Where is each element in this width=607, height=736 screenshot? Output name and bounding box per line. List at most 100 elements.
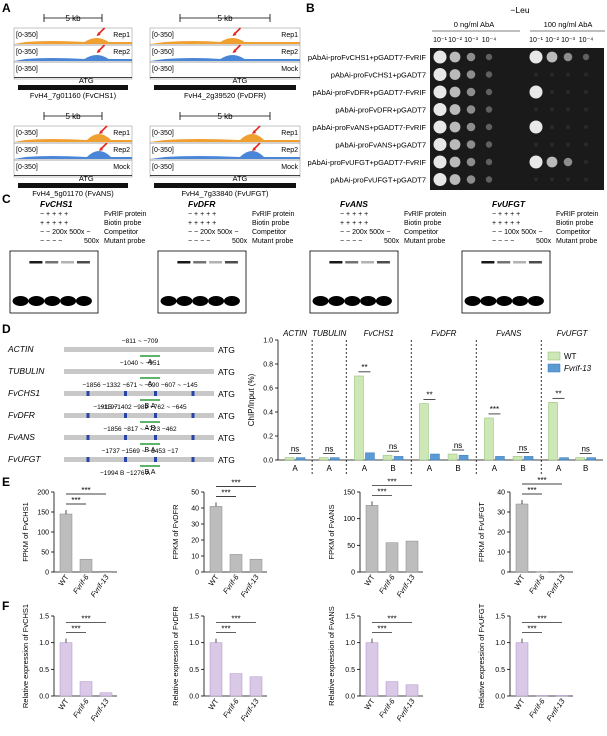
free-probe-band [160, 296, 177, 306]
coverage-peak [150, 134, 300, 142]
panel-c-label: C [2, 192, 11, 206]
x-tick-label: Fvrif-6 [527, 572, 547, 595]
yeast-spot [563, 157, 573, 167]
bar-fvrif13 [430, 453, 440, 461]
panel-f: F 0.0 0.5 1.0 1.5 Relative expression of FvC… [2, 599, 573, 723]
dilution-label: 10⁻¹ [433, 37, 447, 44]
yeast-spot [449, 121, 461, 133]
emsa-signs: − + + + + [40, 211, 68, 218]
x-tick-label: A [362, 464, 368, 473]
bar [405, 540, 419, 573]
y-tick-label: 0 [351, 570, 355, 577]
y-tick-label: 0 [45, 570, 49, 577]
emsa-mutant-500: 500x [536, 238, 552, 245]
bar [229, 554, 243, 573]
track-range: [0-350] [16, 147, 38, 154]
track-range: [0-350] [152, 130, 174, 137]
free-probe-band [192, 296, 209, 306]
emsa-row-label: Mutant probe [104, 238, 145, 245]
yeast-spot [534, 177, 538, 182]
promoter-bar [64, 457, 214, 462]
yeast-spot [485, 53, 493, 61]
emsa-signs: + + + + + [188, 220, 216, 227]
x-tick-label: WT [363, 697, 377, 712]
emsa-signs: − + + + + [492, 211, 520, 218]
y-axis-label: FPKM of FvUFGT [477, 502, 486, 562]
yeast-spot [449, 104, 461, 115]
emsa-mutant: − − − − [40, 238, 62, 245]
coverage-peak [150, 175, 300, 176]
bar [209, 506, 223, 573]
dilution-label: 10⁻² [448, 37, 462, 44]
bar [249, 676, 263, 697]
y-tick-label: 0 [501, 570, 505, 577]
panel-a: A 5 kb [0-350] Rep1 [0-350] Rep2 [0-350] ATG Fv… [2, 1, 301, 198]
y-axis-label: Relative expression of FvANS [327, 606, 336, 706]
site-label: B A [145, 447, 156, 454]
promoter-coords: −1915 −1402 −989 −762 ~ −645 [93, 404, 187, 411]
sig-label: *** [377, 487, 386, 496]
y-tick-label: 1.0 [263, 338, 273, 345]
emsa-row-label: Competitor [556, 229, 591, 236]
emsa-row-label: Biotin probe [556, 220, 593, 227]
bar [209, 642, 223, 697]
y-tick-label: 10 [497, 550, 505, 557]
bar [515, 503, 529, 573]
yeast-spot [466, 52, 476, 62]
bar-wt [548, 402, 558, 461]
emsa-row-label: Biotin probe [104, 220, 141, 227]
group-label: ACTIN [282, 329, 307, 338]
shifted-band [224, 261, 238, 264]
shifted-band [481, 261, 495, 264]
x-tick-label: Fvrif-6 [71, 696, 91, 719]
shifted-band [45, 261, 59, 264]
y-tick-label: 0.6 [263, 386, 273, 393]
free-probe-band [464, 296, 481, 306]
qpcr-charts: 0.0 0.5 1.0 1.5 Relative expression of FvCHS… [21, 603, 573, 723]
x-tick-label: B [455, 464, 460, 473]
bar-fvrif13 [329, 457, 340, 461]
group-label: FvDFR [431, 329, 457, 338]
yeast-spot [466, 105, 476, 114]
free-probe-band [60, 296, 77, 306]
sig-label: *** [81, 615, 90, 624]
y1h-assay: 10⁻¹ 10⁻¹10⁻² 10⁻²10⁻³ 10⁻³10⁻⁴ 10⁻⁴pAbAi-pr… [307, 37, 604, 190]
binding-site [191, 413, 195, 418]
panel-b-label: B [306, 1, 315, 15]
sig-label: *** [387, 477, 396, 486]
bar [385, 681, 399, 697]
dilution-label: 10⁻⁴ [579, 37, 594, 44]
yeast-spot [566, 125, 570, 129]
y-axis-label: FPKM of FvCHS1 [21, 502, 30, 562]
construct-label: pAbAi-proFvDFR+pGADT7 [335, 106, 426, 115]
y-tick-label: 1.5 [189, 614, 199, 621]
y-tick-label: 0.5 [189, 667, 199, 674]
emsa-gene: FvDFR [188, 199, 216, 209]
yeast-spot [550, 90, 554, 94]
yeast-spot [534, 107, 538, 112]
bar-wt [575, 457, 585, 461]
y-tick-label: 0.5 [39, 667, 49, 674]
y-tick-label: 0.0 [189, 694, 199, 701]
peak-arrowhead [96, 49, 101, 53]
site-label: B A [145, 469, 156, 476]
bar [79, 558, 93, 573]
coverage-peak [14, 55, 132, 61]
y-tick-label: 30 [497, 510, 505, 517]
yeast-spot [433, 50, 447, 64]
shifted-band [497, 261, 511, 264]
track-range: [0-350] [152, 32, 174, 39]
yeast-spot [534, 72, 538, 77]
site-label: A [148, 359, 153, 366]
yeast-spot [584, 107, 588, 112]
track-range: [0-350] [152, 66, 174, 73]
bar-fvrif13 [458, 454, 469, 461]
yeast-spot [566, 72, 570, 77]
sig-label: ns [325, 445, 333, 454]
emsa-competitor: − − 200x 500x − [188, 229, 238, 236]
sig-label: *** [221, 625, 230, 634]
sig-label: *** [537, 476, 546, 485]
y-tick-label: 0.0 [495, 694, 505, 701]
